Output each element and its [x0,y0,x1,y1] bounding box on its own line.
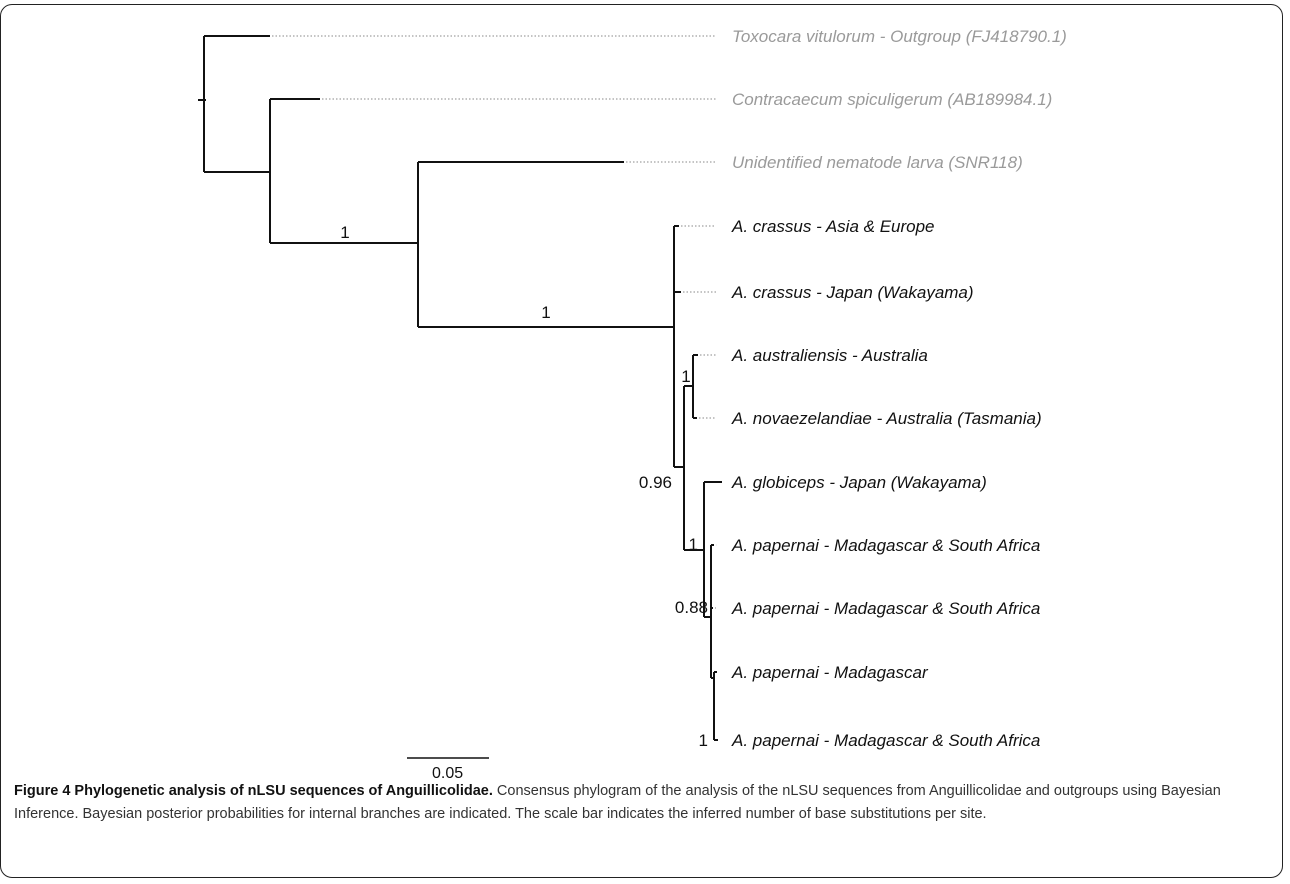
support-value: 1 [681,367,690,386]
support-value: 1 [699,731,708,750]
caption-text: Consensus phylogram of the analysis of t… [14,783,1221,822]
taxon-label: A. papernai - Madagascar & South Africa [731,731,1040,750]
taxon-label: A. globiceps - Japan (Wakayama) [731,473,987,492]
caption-title: Figure 4 Phylogenetic analysis of nLSU s… [14,783,493,799]
taxon-label: A. crassus - Japan (Wakayama) [731,283,974,302]
taxon-label: A. papernai - Madagascar & South Africa [731,536,1040,555]
taxon-label: A. novaezelandiae - Australia (Tasmania) [731,409,1042,428]
support-value: 1 [541,303,550,322]
taxon-label: Unidentified nematode larva (SNR118) [732,153,1023,172]
support-values: 1 1 1 0.96 1 0.88 1 [340,223,708,750]
support-value: 0.96 [639,473,672,492]
support-value: 1 [340,223,349,242]
taxon-label: A. papernai - Madagascar & South Africa [731,599,1040,618]
support-value: 1 [689,535,698,554]
taxon-label: A. australiensis - Australia [731,346,928,365]
tree-branches [198,35,722,741]
phylogram: Toxocara vitulorum - Outgroup (FJ418790.… [198,27,1067,780]
scale-bar-label: 0.05 [432,765,463,780]
label-leaders [272,35,716,609]
figure-caption: Figure 4 Phylogenetic analysis of nLSU s… [14,780,1274,825]
support-value: 0.88 [675,598,708,617]
figure-frame [0,4,1283,878]
taxon-label: A. papernai - Madagascar [731,663,929,682]
taxon-label: A. crassus - Asia & Europe [731,217,935,236]
scale-bar: 0.05 [407,757,489,780]
taxon-label: Contracaecum spiculigerum (AB189984.1) [732,90,1052,109]
taxon-label: Toxocara vitulorum - Outgroup (FJ418790.… [732,27,1067,46]
taxon-labels: Toxocara vitulorum - Outgroup (FJ418790.… [731,27,1067,750]
